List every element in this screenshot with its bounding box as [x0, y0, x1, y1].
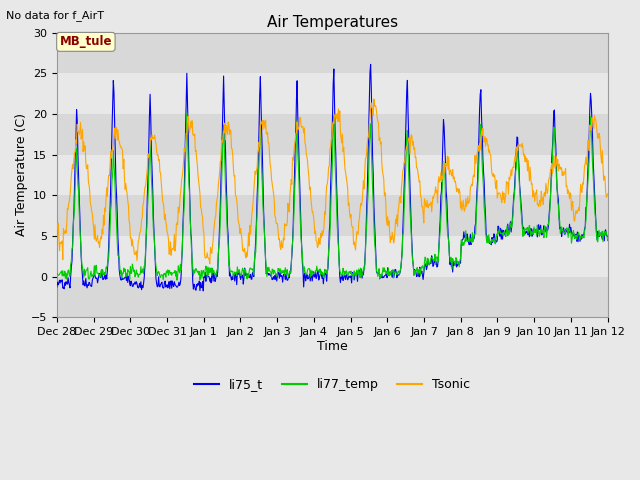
Bar	[57, 236, 607, 276]
Bar	[57, 73, 607, 114]
Bar	[57, 195, 607, 236]
Text: No data for f_AirT: No data for f_AirT	[6, 10, 104, 21]
Title: Air Temperatures: Air Temperatures	[267, 15, 398, 30]
Y-axis label: Air Temperature (C): Air Temperature (C)	[15, 113, 28, 236]
Bar	[57, 276, 607, 317]
Text: MB_tule: MB_tule	[60, 36, 112, 48]
X-axis label: Time: Time	[317, 340, 348, 353]
Bar	[57, 114, 607, 155]
Bar	[57, 33, 607, 73]
Bar	[57, 155, 607, 195]
Legend: li75_t, li77_temp, Tsonic: li75_t, li77_temp, Tsonic	[189, 373, 476, 396]
